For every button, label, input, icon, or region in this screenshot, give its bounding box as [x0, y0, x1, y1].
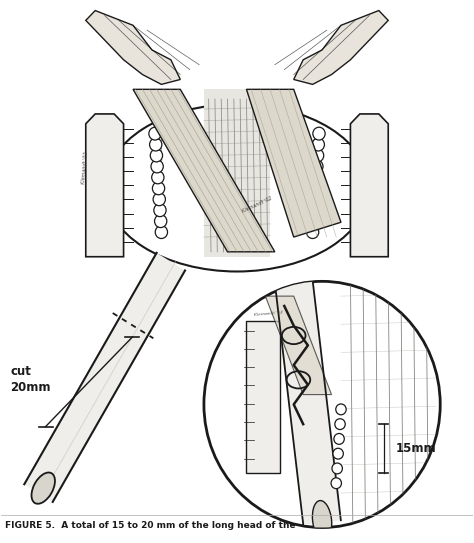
Circle shape [333, 449, 343, 459]
Circle shape [332, 463, 342, 474]
Circle shape [152, 171, 164, 184]
Polygon shape [246, 89, 341, 237]
Circle shape [153, 182, 164, 195]
Circle shape [307, 215, 319, 228]
Polygon shape [24, 253, 185, 502]
Polygon shape [86, 114, 124, 257]
Polygon shape [0, 10, 474, 272]
Circle shape [308, 204, 320, 217]
Text: Klemandt '02: Klemandt '02 [242, 195, 273, 213]
Circle shape [313, 127, 325, 140]
Circle shape [307, 226, 319, 238]
Text: cut
20mm: cut 20mm [10, 365, 51, 394]
Circle shape [149, 127, 161, 140]
Circle shape [331, 478, 341, 489]
Circle shape [204, 281, 440, 528]
Polygon shape [350, 114, 388, 257]
Circle shape [311, 149, 324, 162]
Text: FIGURE 5.  A total of 15 to 20 mm of the long head of the: FIGURE 5. A total of 15 to 20 mm of the … [5, 521, 296, 529]
Polygon shape [133, 89, 275, 252]
Polygon shape [204, 89, 270, 257]
Ellipse shape [105, 104, 369, 272]
Circle shape [312, 138, 324, 151]
Ellipse shape [312, 501, 332, 540]
Circle shape [309, 193, 321, 206]
Circle shape [310, 182, 321, 195]
Polygon shape [265, 296, 331, 395]
Ellipse shape [31, 472, 55, 504]
Text: Klemandt '02: Klemandt '02 [81, 151, 89, 184]
Circle shape [155, 226, 167, 238]
Polygon shape [86, 10, 180, 84]
Circle shape [155, 215, 167, 228]
Circle shape [150, 149, 163, 162]
Polygon shape [294, 10, 388, 84]
Circle shape [310, 171, 322, 184]
Circle shape [153, 193, 165, 206]
Circle shape [335, 419, 345, 430]
Polygon shape [246, 321, 280, 473]
Circle shape [334, 433, 344, 444]
Circle shape [336, 404, 346, 415]
Circle shape [311, 160, 323, 173]
Circle shape [154, 204, 166, 217]
Circle shape [150, 138, 162, 151]
Text: Klemandt '02: Klemandt '02 [254, 310, 283, 317]
Text: 15mm: 15mm [395, 442, 436, 455]
Polygon shape [275, 279, 341, 525]
Circle shape [151, 160, 163, 173]
